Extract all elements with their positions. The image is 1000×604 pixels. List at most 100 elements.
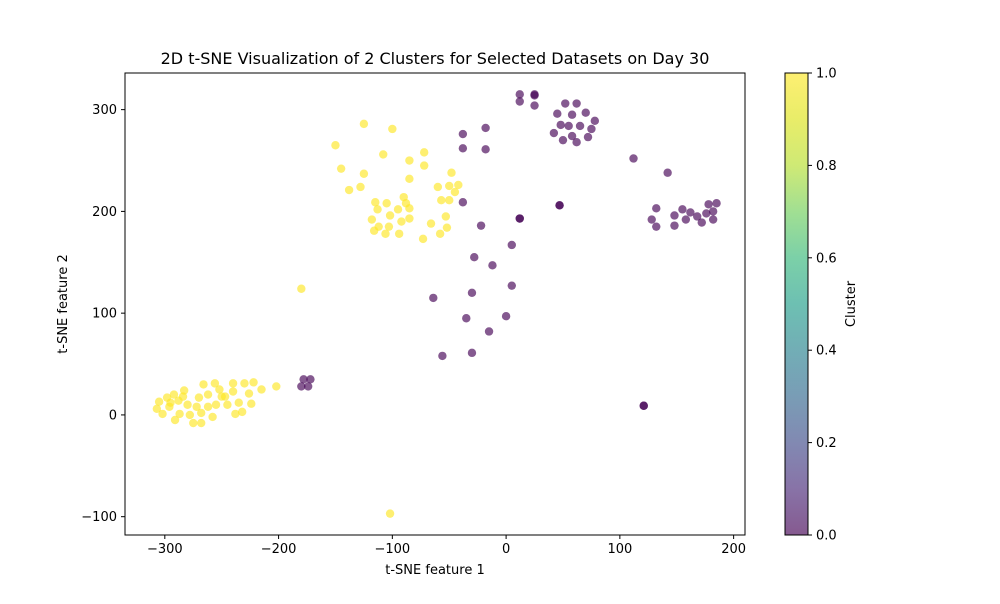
scatter-point-cluster-1: [189, 418, 198, 428]
scatter-point-cluster-1: [419, 161, 429, 170]
scatter-point-cluster-0: [670, 221, 679, 230]
scatter-point-cluster-1: [169, 390, 179, 399]
scatter-point-cluster-0: [507, 281, 516, 290]
plot-frame: [124, 72, 746, 536]
scatter-point-cluster-0: [663, 168, 672, 177]
scatter-point-cluster-1: [450, 187, 460, 197]
scatter-point-cluster-1: [211, 400, 221, 409]
x-tick-label: −200: [261, 542, 297, 557]
scatter-point-cluster-1: [178, 392, 188, 401]
points-layer: [152, 90, 721, 518]
scatter-point-cluster-1: [240, 379, 249, 388]
scatter-point-cluster-0: [629, 154, 638, 163]
scatter-point-cluster-1: [385, 509, 395, 518]
scatter-point-cluster-1: [359, 169, 369, 178]
scatter-point-cluster-1: [247, 399, 256, 408]
colorbar-gradient: [785, 73, 808, 535]
scatter-point-cluster-0: [553, 109, 562, 118]
scatter-point-cluster-1: [394, 229, 404, 238]
scatter-point-cluster-1: [336, 164, 346, 173]
scatter-point-cluster-1: [331, 141, 340, 150]
scatter-point-cluster-1: [405, 174, 414, 184]
y-tick-label: 200: [92, 205, 117, 220]
scatter-point-cluster-1: [170, 415, 180, 425]
scatter-point-cluster-0: [678, 205, 687, 214]
colorbar-tick-label: 0.4: [816, 344, 837, 359]
scatter-point-cluster-1: [435, 229, 445, 238]
y-tick-label: 0: [109, 408, 117, 423]
scatter-point-cluster-1: [154, 397, 164, 406]
scatter-point-cluster-1: [175, 409, 184, 419]
scatter-point-cluster-0: [697, 218, 706, 227]
scatter-point-cluster-0: [530, 91, 539, 100]
scatter-point-cluster-0: [704, 200, 713, 209]
scatter-point-cluster-0: [561, 99, 570, 108]
scatter-point-cluster-1: [210, 379, 220, 388]
scatter-point-cluster-0: [587, 124, 596, 134]
x-tick-label: 100: [607, 542, 632, 557]
scatter-point-cluster-1: [215, 385, 224, 394]
scatter-point-cluster-1: [249, 378, 258, 387]
scatter-point-cluster-1: [359, 119, 369, 129]
scatter-point-cluster-0: [515, 97, 524, 106]
scatter-point-cluster-1: [297, 284, 306, 293]
scatter-point-cluster-1: [208, 412, 217, 422]
scatter-point-cluster-1: [344, 185, 354, 195]
scatter-point-cluster-0: [567, 110, 577, 119]
scatter-point-cluster-1: [369, 226, 379, 235]
scatter-point-cluster-1: [356, 182, 365, 192]
scatter-point-cluster-0: [530, 101, 539, 110]
y-tick-label: −100: [81, 510, 117, 525]
scatter-point-cluster-0: [429, 293, 438, 303]
scatter-point-cluster-0: [481, 145, 490, 154]
colorbar-frame: [784, 72, 809, 536]
scatter-point-cluster-0: [297, 382, 306, 391]
y-axis-label: t-SNE feature 2: [56, 254, 71, 353]
scatter-point-cluster-1: [385, 211, 395, 220]
scatter-point-cluster-0: [693, 212, 702, 221]
colorbar-ticks: 0.0 0.2 0.4 0.6 0.8 1.0: [808, 67, 837, 544]
scatter-point-cluster-0: [639, 401, 648, 410]
scatter-point-cluster-1: [197, 418, 206, 428]
scatter-point-cluster-0: [712, 199, 721, 208]
scatter-point-cluster-0: [467, 348, 477, 358]
scatter-point-cluster-1: [405, 204, 414, 213]
scatter-point-cluster-0: [515, 90, 524, 99]
scatter-point-cluster-0: [555, 201, 564, 210]
x-tick-label: 0: [502, 542, 510, 557]
scatter-point-cluster-0: [652, 204, 661, 213]
scatter-point-cluster-0: [501, 312, 511, 321]
scatter-point-cluster-0: [575, 121, 585, 131]
scatter-point-cluster-1: [426, 219, 436, 228]
scatter-point-cluster-1: [272, 382, 281, 391]
colorbar-label: Cluster: [844, 280, 859, 327]
scatter-point-cluster-0: [581, 108, 590, 117]
scatter-point-cluster-0: [590, 116, 600, 126]
x-tick-label: −100: [374, 542, 410, 557]
scatter-point-cluster-1: [405, 156, 414, 165]
scatter-point-cluster-1: [185, 410, 195, 420]
scatter-point-cluster-1: [192, 402, 201, 411]
scatter-point-cluster-0: [564, 121, 573, 131]
scatter-point-cluster-0: [549, 128, 559, 138]
y-axis-ticks: −100 0 100 200 300: [81, 103, 125, 525]
scatter-point-cluster-1: [382, 199, 391, 208]
scatter-point-cluster-0: [583, 132, 593, 142]
scatter-point-cluster-1: [234, 398, 243, 407]
scatter-point-cluster-1: [445, 181, 454, 191]
scatter-point-cluster-0: [708, 207, 718, 216]
x-tick-label: 200: [721, 542, 746, 557]
scatter-point-cluster-0: [484, 327, 494, 336]
colorbar-tick-label: 0.2: [816, 436, 837, 451]
scatter-point-cluster-1: [257, 385, 266, 394]
scatter-point-cluster-1: [244, 389, 254, 398]
scatter-point-cluster-1: [393, 205, 403, 214]
scatter-point-cluster-0: [458, 198, 468, 207]
scatter-point-cluster-1: [183, 400, 192, 409]
scatter-point-cluster-0: [702, 209, 711, 218]
x-axis-label: t-SNE feature 1: [385, 563, 484, 578]
scatter-point-cluster-0: [567, 131, 577, 141]
scatter-point-cluster-0: [470, 252, 479, 262]
scatter-point-cluster-1: [231, 409, 240, 419]
